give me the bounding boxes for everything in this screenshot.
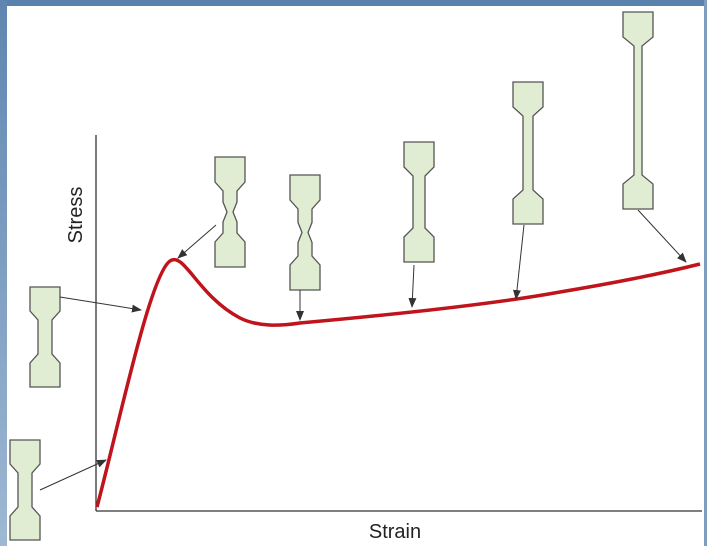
specimen [622,11,654,210]
specimen [29,286,61,388]
stress-strain-curve [95,257,701,508]
arrow [39,459,107,491]
specimen [403,141,435,263]
specimen [214,156,246,268]
specimen [289,174,321,291]
y-axis-label: Stress [65,187,87,244]
arrows [39,209,687,491]
frame-top [0,0,707,6]
specimen [512,81,544,225]
arrow [59,296,142,313]
specimens [9,11,654,541]
specimen [9,439,41,541]
arrow [512,224,525,300]
arrow [408,264,417,308]
arrow [637,209,687,263]
x-axis-label: Strain [369,521,421,543]
arrow [177,224,217,259]
frame-right [704,0,707,546]
frame-left [0,0,7,546]
